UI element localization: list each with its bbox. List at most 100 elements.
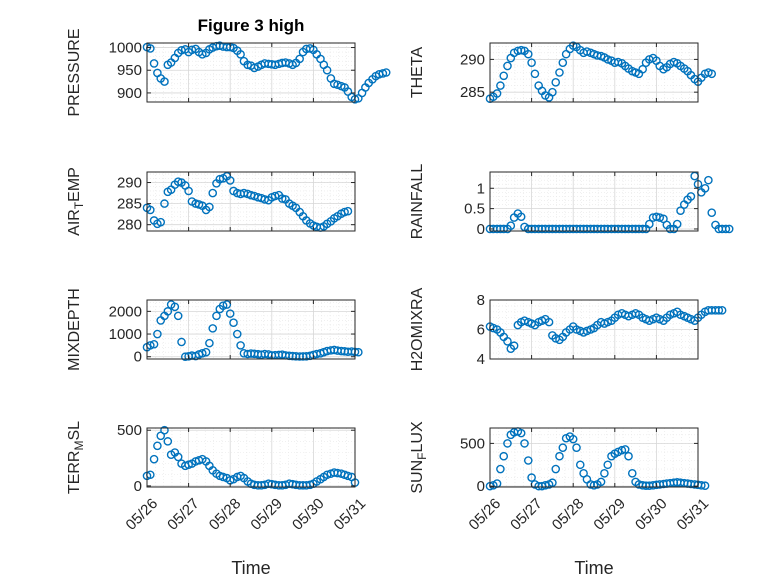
x-axis-label-right: Time — [574, 558, 613, 578]
y-axis-label: TERRMSL — [66, 421, 86, 494]
data-point — [277, 194, 287, 203]
subplot-h2omixra: 4 6 8 H2OMIXRA — [409, 287, 727, 371]
data-point — [582, 47, 592, 56]
data-point — [173, 311, 183, 321]
y-tick-label: 0 — [134, 349, 142, 366]
data-point — [645, 316, 654, 325]
data-point — [603, 317, 613, 327]
data-point — [638, 64, 647, 74]
y-tick-label: 285 — [460, 84, 485, 101]
data-point — [222, 300, 232, 309]
data-point — [153, 329, 162, 339]
data-point — [215, 174, 225, 184]
y-tick-label: 2000 — [109, 303, 142, 320]
data-point — [603, 460, 613, 470]
data-point — [707, 69, 717, 79]
data-point — [503, 336, 512, 346]
data-point — [672, 219, 682, 229]
data-point — [208, 324, 218, 333]
data-point — [558, 443, 568, 452]
data-point — [225, 309, 235, 318]
data-point — [499, 224, 509, 234]
data-point — [343, 471, 353, 481]
y-axis-label-rest: SL — [66, 421, 83, 441]
series-markers — [485, 306, 727, 353]
y-axis-label: SUNFLUX — [409, 421, 429, 494]
data-point — [544, 317, 554, 327]
data-point — [645, 219, 654, 229]
y-tick-label: 290 — [460, 51, 485, 68]
data-point — [589, 480, 599, 490]
y-tick-label: 6 — [477, 322, 485, 339]
data-point — [555, 451, 564, 461]
x-tick-label: 05/30 — [632, 495, 671, 534]
y-axis-label: AIRTEMP — [66, 167, 86, 236]
axes-frame — [489, 427, 699, 488]
data-point — [236, 341, 245, 350]
y-axis-label: H2OMIXRA — [409, 287, 426, 371]
axes-frame — [146, 299, 356, 360]
data-point — [516, 45, 526, 55]
data-point — [236, 50, 245, 59]
data-point — [568, 434, 578, 444]
y-axis-label-subscript: F — [415, 453, 429, 460]
y-tick-label: 280 — [117, 217, 142, 234]
y-tick-label: 900 — [117, 85, 142, 102]
x-tick-label: 05/27 — [507, 495, 546, 534]
figure-title: Figure 3 high — [198, 16, 305, 35]
data-point — [520, 316, 529, 325]
data-point — [527, 58, 536, 67]
data-point — [582, 326, 592, 336]
y-axis-label-subscript: M — [72, 441, 86, 451]
data-point — [340, 207, 349, 217]
data-point — [343, 206, 353, 216]
data-point — [506, 221, 516, 231]
y-tick-label: 290 — [117, 175, 142, 192]
y-tick-label: 1000 — [109, 326, 142, 343]
data-point — [516, 212, 526, 222]
y-tick-label: 0 — [477, 478, 485, 495]
data-point — [700, 183, 710, 193]
data-point — [184, 186, 193, 196]
y-axis-label: PRESSURE — [66, 28, 83, 116]
y-tick-label: 500 — [117, 422, 142, 439]
data-point — [499, 71, 509, 81]
data-point — [721, 224, 731, 234]
data-point — [201, 347, 211, 357]
data-point — [555, 68, 564, 77]
series-markers — [485, 41, 717, 104]
data-point — [208, 188, 218, 198]
y-tick-label: 4 — [477, 351, 485, 368]
data-point — [149, 339, 159, 349]
data-point — [620, 445, 630, 454]
data-point — [322, 65, 332, 75]
data-point — [558, 58, 568, 67]
x-tick-label: 05/29 — [590, 495, 629, 534]
data-point — [160, 199, 169, 208]
data-point — [153, 441, 162, 451]
data-point — [198, 50, 207, 59]
series-markers — [142, 300, 363, 362]
data-point — [655, 213, 665, 222]
data-point — [700, 481, 710, 491]
y-tick-label: 1000 — [109, 40, 142, 57]
axes-frame — [146, 42, 356, 103]
data-point — [218, 301, 228, 310]
data-point — [617, 445, 627, 455]
data-point — [225, 176, 235, 185]
data-point — [250, 63, 259, 73]
data-point — [509, 341, 519, 351]
data-point — [627, 469, 637, 478]
data-point — [527, 473, 536, 482]
data-point — [232, 329, 242, 339]
data-point — [160, 425, 169, 435]
subplot-terr-msl: 0 500 05/26 05/27 05/28 05/29 05/30 05/31 TERRMS… — [66, 421, 369, 534]
data-point — [229, 318, 238, 327]
x-tick-label: 05/26 — [466, 495, 505, 534]
data-point — [198, 349, 207, 358]
data-point — [205, 202, 214, 212]
axes-frame — [146, 427, 356, 488]
data-point — [548, 87, 557, 97]
y-tick-label: 950 — [117, 62, 142, 79]
